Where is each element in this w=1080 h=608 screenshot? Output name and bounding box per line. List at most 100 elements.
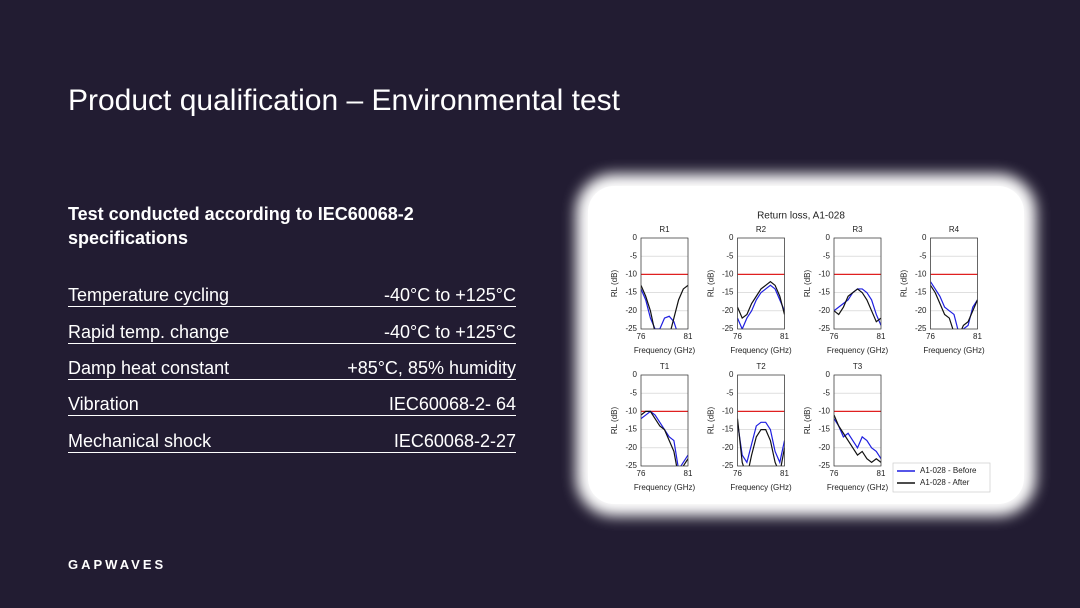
legend-label: A1-028 - Before [920,466,977,475]
y-tick-label: -15 [625,425,637,434]
y-tick-label: -25 [915,324,927,333]
x-tick-label: 81 [973,332,982,341]
y-axis-label: RL (dB) [803,407,812,435]
y-tick-label: 0 [826,233,831,242]
y-tick-label: -10 [625,407,637,416]
y-tick-label: -20 [722,306,734,315]
y-tick-label: 0 [826,370,831,379]
x-axis-label: Frequency (GHz) [730,346,792,355]
y-tick-label: -10 [722,270,734,279]
panel-title: T1 [660,362,670,371]
plot-area [641,238,688,329]
y-tick-label: -25 [818,324,830,333]
panel-title: R2 [756,225,767,234]
spec-name: Mechanical shock [68,431,212,451]
plot-frame [833,374,882,467]
plot-frame [833,237,882,330]
y-tick-label: 0 [633,233,638,242]
series-line [641,288,688,329]
y-tick-label: -10 [722,407,734,416]
y-tick-label: -5 [726,388,734,397]
spec-value: -40°C to +125°C [384,322,516,342]
panel-title: R4 [949,225,960,234]
y-tick-label: -20 [915,306,927,315]
x-tick-label: 81 [684,469,693,478]
y-axis-label: RL (dB) [900,270,909,298]
spec-name: Temperature cycling [68,285,230,305]
spec-row: Damp heat constant +85°C, 85% humidity [68,355,516,380]
y-tick-label: -10 [915,270,927,279]
y-tick-label: -25 [722,324,734,333]
series-line [641,410,688,466]
x-axis-label: Frequency (GHz) [923,346,985,355]
plot-frame [930,237,978,330]
x-axis-label: Frequency (GHz) [634,346,696,355]
y-tick-label: -25 [625,324,637,333]
y-axis-label: RL (dB) [803,270,812,298]
series-line [834,288,881,323]
spec-name: Damp heat constant [68,358,230,378]
panel-title: T2 [756,362,766,371]
panel-title: R3 [852,225,863,234]
spec-name: Vibration [68,394,139,414]
y-axis-label: RL (dB) [707,407,716,435]
x-tick-label: 76 [733,332,742,341]
x-tick-label: 76 [733,469,742,478]
spec-row: Rapid temp. change -40°C to +125°C [68,319,516,344]
y-tick-label: -5 [630,251,638,260]
y-tick-label: -10 [818,407,830,416]
x-tick-label: 76 [830,469,839,478]
spec-value: IEC60068-2-27 [393,431,516,451]
x-tick-label: 81 [684,332,693,341]
plot-frame [640,237,689,330]
y-axis-label: RL (dB) [610,407,619,435]
y-tick-label: -5 [823,388,831,397]
y-tick-label: -15 [818,425,830,434]
plot-frame [737,237,785,330]
series-line [737,421,785,465]
spec-value: -40°C to +125°C [384,285,516,305]
x-tick-label: 76 [830,332,839,341]
y-tick-label: -25 [625,461,637,470]
y-tick-label: -25 [722,461,734,470]
y-tick-label: -20 [818,306,830,315]
x-tick-label: 76 [637,469,646,478]
spec-row: Vibration IEC60068-2- 64 [68,391,516,416]
y-tick-label: -25 [818,461,830,470]
series-line [641,284,688,329]
spec-value: IEC60068-2- 64 [388,394,516,414]
legend-label: A1-028 - After [920,478,970,487]
figure-title: Return loss, A1-028 [757,211,845,222]
spec-value: +85°C, 85% humidity [347,358,516,378]
x-tick-label: 76 [637,332,646,341]
plot-frame [640,374,689,467]
series-line [834,414,881,464]
y-tick-label: -5 [919,251,927,260]
panel-title: R1 [659,225,670,234]
legend-box [892,462,991,493]
y-tick-label: -20 [818,443,830,452]
y-tick-label: -20 [625,443,637,452]
x-tick-label: 81 [877,469,886,478]
series-line [737,418,785,466]
y-tick-label: -20 [722,443,734,452]
x-axis-label: Frequency (GHz) [827,346,889,355]
series-line [834,418,881,460]
y-tick-label: -10 [625,270,637,279]
spec-row: Temperature cycling -40°C to +125°C [68,282,516,307]
y-tick-label: -15 [625,288,637,297]
y-tick-label: 0 [633,370,638,379]
x-tick-label: 76 [926,332,935,341]
y-tick-label: 0 [729,233,734,242]
series-line [930,284,978,329]
y-tick-label: -5 [823,251,831,260]
y-tick-label: -15 [722,425,734,434]
y-tick-label: -15 [818,288,830,297]
plot-area [641,375,688,466]
y-tick-label: -5 [726,251,734,260]
intro-text: Test conducted according to IEC60068-2 s… [68,204,414,248]
y-tick-label: -20 [625,306,637,315]
x-tick-label: 81 [780,469,789,478]
